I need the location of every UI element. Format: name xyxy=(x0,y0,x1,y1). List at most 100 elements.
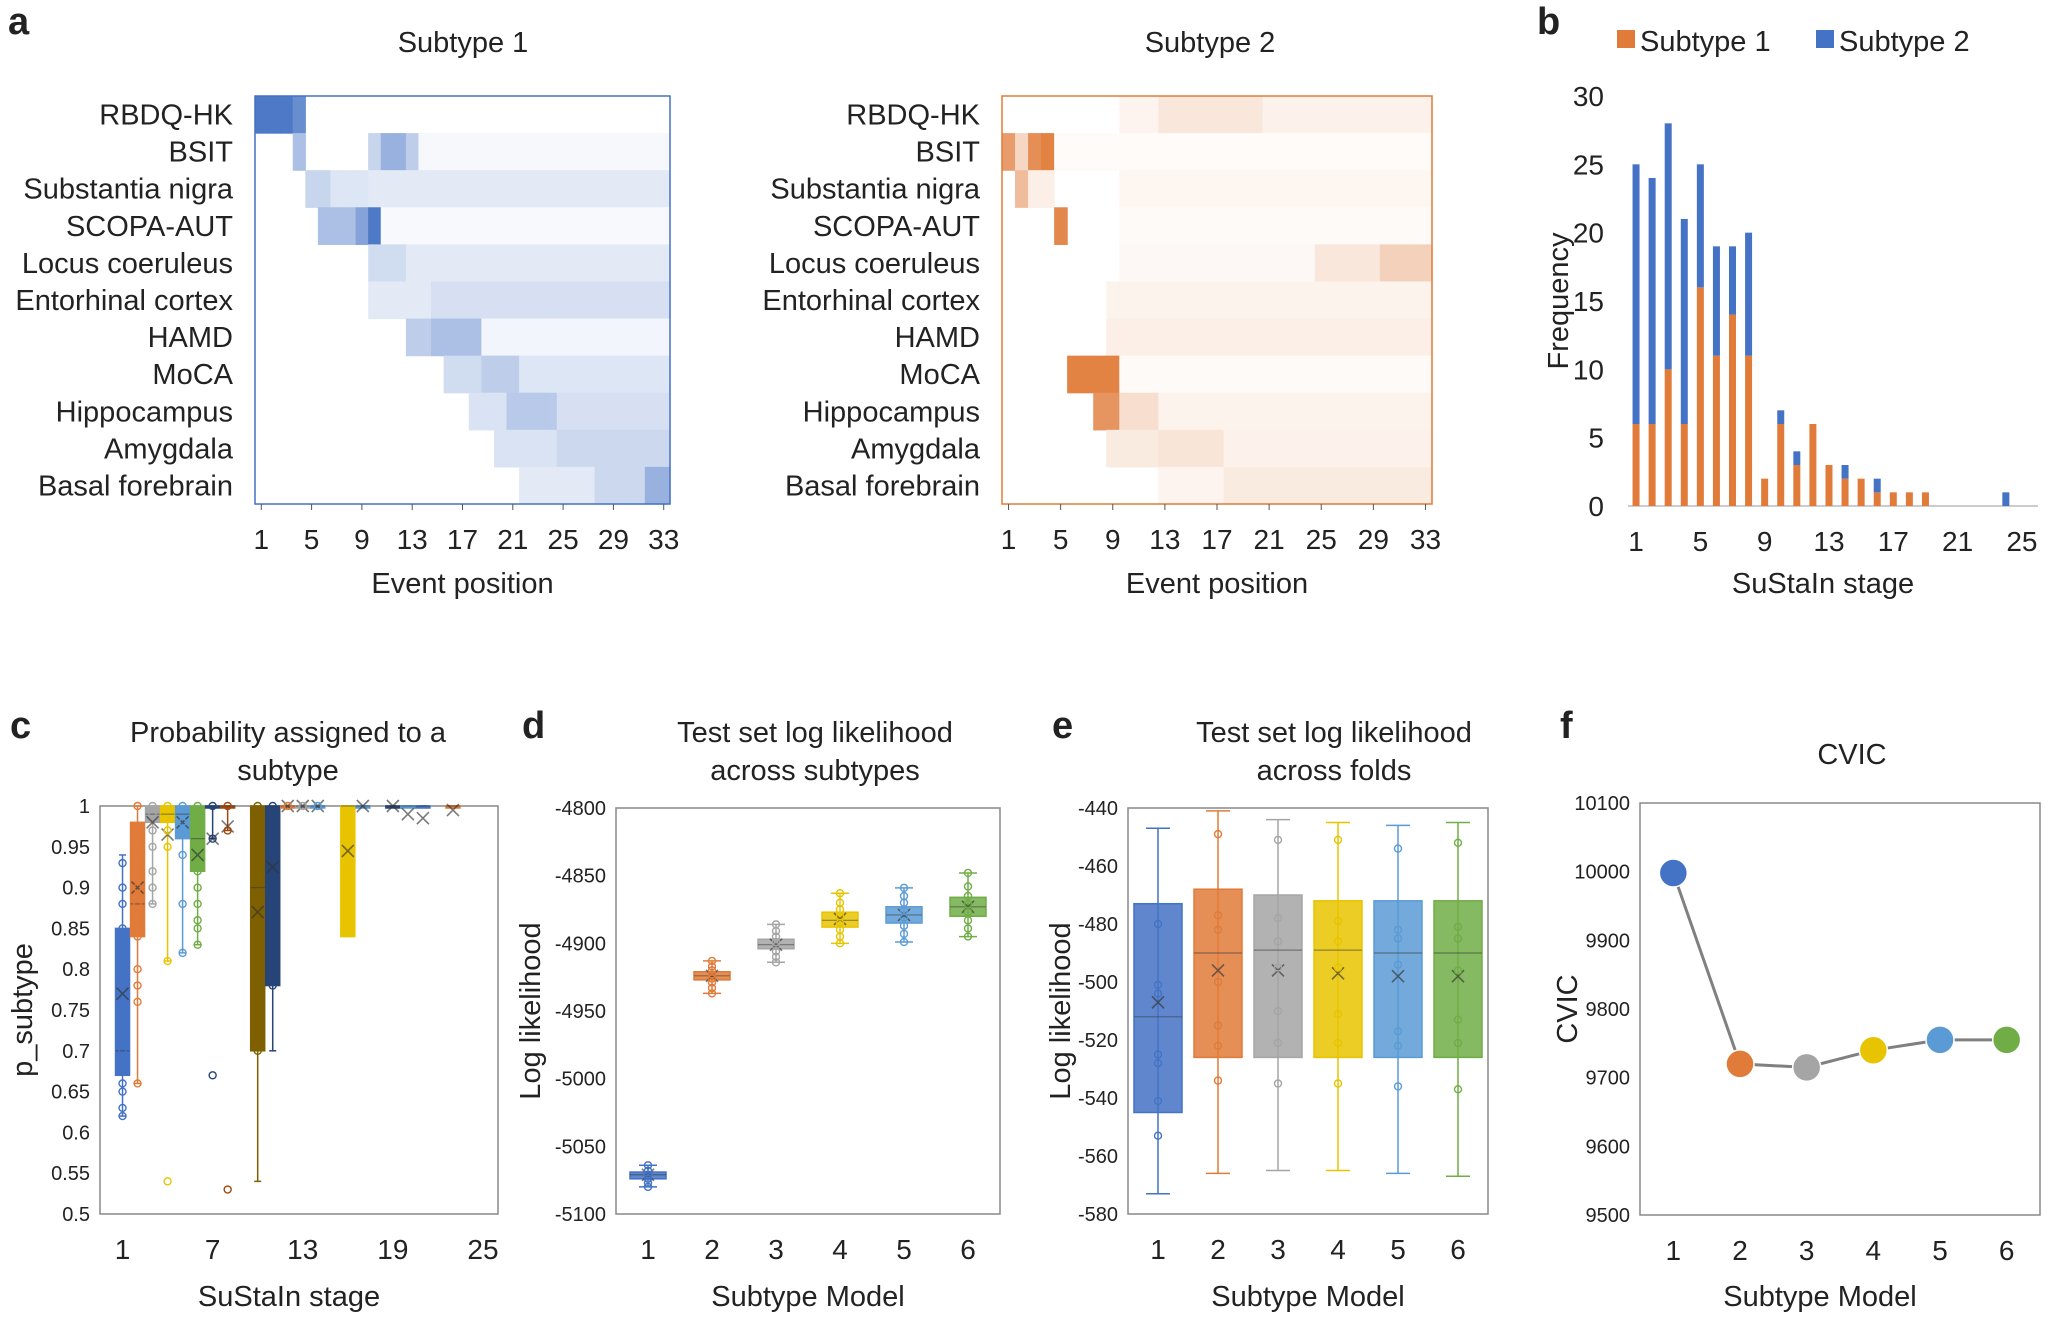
heatmap-row-label: Basal forebrain xyxy=(38,470,233,502)
box-point xyxy=(963,868,973,878)
heatmap-cell xyxy=(481,392,495,431)
c-y-tick-label: 0.9 xyxy=(62,878,90,900)
heatmap-cell xyxy=(1327,429,1342,468)
heatmap-cell xyxy=(1353,96,1368,134)
heatmap-cell xyxy=(1379,355,1394,394)
heatmap-cell xyxy=(1392,207,1407,245)
b-bar xyxy=(1873,492,1881,506)
heatmap-cell xyxy=(1340,207,1355,245)
heatmap-cell xyxy=(607,133,621,171)
heatmap-cell xyxy=(1171,207,1186,245)
box-point xyxy=(771,932,781,941)
heatmap-cell xyxy=(1301,429,1316,468)
box-point xyxy=(963,899,973,909)
heatmap-cell xyxy=(1262,318,1277,357)
heatmap-cell xyxy=(1379,207,1394,245)
e-y-tick-label: -500 xyxy=(1078,972,1118,994)
heatmap-cell xyxy=(1002,133,1016,171)
heatmap-row-label: Hippocampus xyxy=(803,396,980,428)
heatmap-x-tick-label: 1 xyxy=(253,524,269,555)
b-bar xyxy=(1857,478,1865,506)
heatmap-row-label: MoCA xyxy=(899,359,980,391)
box-point xyxy=(899,929,909,939)
heatmap-cell xyxy=(506,133,520,171)
e-x-tick-label: 1 xyxy=(1150,1234,1166,1265)
box-point xyxy=(208,801,217,811)
box-point xyxy=(707,962,717,971)
heatmap-cell xyxy=(330,207,344,245)
box-mean-marker xyxy=(130,881,145,895)
box-point xyxy=(1213,925,1223,934)
heatmap-cell xyxy=(443,355,457,394)
box-point xyxy=(1213,1076,1223,1085)
heatmap-cell xyxy=(519,207,533,245)
box-point xyxy=(163,826,172,835)
heatmap-cell xyxy=(1223,355,1238,394)
heatmap-cell xyxy=(1119,170,1133,208)
heatmap-cell xyxy=(481,244,495,283)
heatmap-cell xyxy=(1223,96,1238,134)
heatmap-cell xyxy=(632,281,646,320)
heatmap-cell xyxy=(556,392,570,431)
box-mean-marker xyxy=(386,799,400,813)
heatmap-cell xyxy=(607,281,621,320)
box-point xyxy=(118,1111,127,1121)
heatmap-cell xyxy=(1015,170,1029,208)
heatmap-cell xyxy=(657,429,671,468)
heatmap-cell xyxy=(255,96,269,134)
heatmap-cell xyxy=(456,133,470,171)
box-point xyxy=(223,826,232,835)
heatmap-cell xyxy=(1249,244,1264,283)
heatmap-cell xyxy=(657,281,671,320)
heatmap-cell xyxy=(468,133,482,171)
d-x-tick-label: 3 xyxy=(768,1234,784,1265)
b-bar xyxy=(1841,478,1849,506)
box-point xyxy=(1393,1082,1403,1091)
heatmap-cell xyxy=(1405,170,1420,208)
boxplot-likelihood-folds: Test set log likelihood across folds -580 -… xyxy=(1045,717,1489,1313)
heatmap-cell xyxy=(1314,281,1329,320)
heatmap-cell xyxy=(657,355,671,394)
box-point xyxy=(178,899,187,909)
e-x-tick-label: 3 xyxy=(1270,1234,1286,1265)
heatmap-cell xyxy=(1301,281,1316,320)
heatmap-cell xyxy=(1405,318,1420,357)
heatmap-cell xyxy=(1132,96,1146,134)
heatmap-cell xyxy=(468,318,482,357)
heatmap-cell xyxy=(1327,466,1342,505)
heatmap-x-tick-label: 25 xyxy=(1306,524,1337,555)
heatmap-cell xyxy=(1197,133,1212,171)
heatmap-cell xyxy=(267,96,281,134)
heatmap-cell xyxy=(1392,133,1407,171)
heatmap-cell xyxy=(644,170,659,208)
heatmap-subtype-2: Subtype 2 RBDQ-HK BSIT Substantia nigra SCOP… xyxy=(762,27,1441,600)
heatmap-cell xyxy=(1392,318,1407,357)
heatmap-cell xyxy=(493,318,508,357)
e-x-tick-label: 4 xyxy=(1330,1234,1346,1265)
heatmap-cell xyxy=(1262,355,1277,394)
heatmap-cell xyxy=(581,318,596,357)
c-x-tick-label: 13 xyxy=(287,1234,318,1265)
box-mean-marker xyxy=(769,938,783,952)
heatmap-cell xyxy=(544,318,558,357)
box-point xyxy=(707,966,717,975)
b-bar xyxy=(1696,287,1704,506)
heatmap-cell xyxy=(1275,96,1290,134)
b-y-tick-label: 5 xyxy=(1588,423,1604,454)
heatmap-cell xyxy=(1275,244,1290,283)
heatmap-cell xyxy=(1223,170,1238,208)
heatmap-cell xyxy=(556,281,570,320)
heatmap-row-label: Locus coeruleus xyxy=(22,248,233,280)
heatmap-cell xyxy=(1145,281,1159,320)
heatmap-cell xyxy=(607,355,621,394)
heatmap-cell xyxy=(1184,207,1199,245)
heatmap-cell xyxy=(581,429,596,468)
heatmap-cell xyxy=(405,244,420,283)
d-y-tick-label: -4800 xyxy=(555,798,606,820)
heatmap-cell xyxy=(1197,318,1212,357)
heatmap-cell xyxy=(1262,244,1277,283)
box-mean-marker xyxy=(416,811,430,825)
c-y-tick-label: 0.55 xyxy=(51,1163,90,1185)
d-y-tick-label: -5000 xyxy=(555,1069,606,1091)
d-x-tick-label: 6 xyxy=(960,1234,976,1265)
